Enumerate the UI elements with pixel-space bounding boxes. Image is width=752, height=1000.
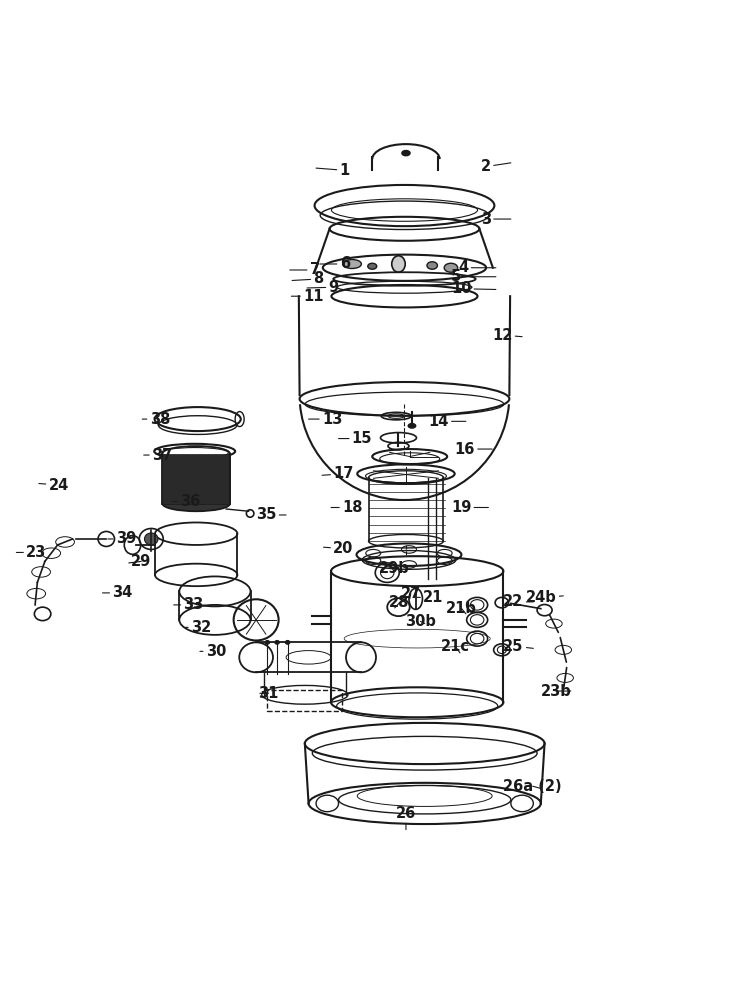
Text: 15: 15	[338, 431, 372, 446]
Text: 11: 11	[291, 289, 323, 304]
Text: 3: 3	[481, 212, 511, 227]
Text: 38: 38	[142, 412, 170, 427]
Ellipse shape	[144, 533, 158, 545]
Bar	[162, 454, 230, 504]
Text: 7: 7	[290, 262, 320, 277]
Bar	[268, 690, 342, 711]
Ellipse shape	[427, 262, 438, 269]
Ellipse shape	[162, 496, 230, 511]
Text: 21c: 21c	[441, 639, 470, 654]
Text: 27: 27	[401, 586, 421, 601]
Text: 12: 12	[492, 328, 522, 343]
Text: 13: 13	[308, 412, 342, 427]
Text: 33: 33	[174, 597, 204, 612]
Text: 9: 9	[307, 280, 338, 295]
Text: 22: 22	[503, 594, 533, 609]
Text: 16: 16	[455, 442, 492, 457]
Text: 32: 32	[185, 620, 211, 635]
Ellipse shape	[408, 424, 416, 428]
Text: 4: 4	[459, 260, 496, 275]
Text: 18: 18	[331, 500, 362, 515]
Text: 21b: 21b	[446, 601, 478, 616]
Text: 5: 5	[451, 269, 496, 284]
Text: 30b: 30b	[405, 614, 436, 629]
Text: 24b: 24b	[526, 590, 563, 605]
Text: 23b: 23b	[541, 684, 572, 699]
Text: 34: 34	[102, 585, 132, 600]
Text: 8: 8	[292, 271, 323, 286]
Text: 26: 26	[396, 806, 416, 830]
Text: 37: 37	[144, 448, 172, 463]
Text: 36: 36	[172, 494, 200, 509]
Ellipse shape	[285, 640, 290, 644]
Text: 23: 23	[17, 545, 47, 560]
Ellipse shape	[392, 256, 405, 272]
Text: 30: 30	[200, 644, 226, 659]
Ellipse shape	[274, 640, 279, 644]
Text: 6: 6	[320, 256, 350, 271]
Text: 2: 2	[481, 159, 511, 174]
Text: 17: 17	[322, 466, 353, 481]
Text: 28: 28	[390, 595, 410, 610]
Text: 14: 14	[429, 414, 466, 429]
Text: 31: 31	[258, 686, 278, 701]
Ellipse shape	[402, 151, 410, 155]
Text: 10: 10	[451, 281, 496, 296]
Ellipse shape	[368, 263, 377, 269]
Ellipse shape	[444, 263, 458, 272]
Text: 39: 39	[108, 531, 136, 546]
Text: 35: 35	[256, 507, 286, 522]
Text: 24: 24	[39, 478, 69, 493]
Text: 26a (2): 26a (2)	[503, 779, 562, 794]
Ellipse shape	[343, 259, 362, 268]
Text: 20: 20	[323, 541, 353, 556]
Ellipse shape	[265, 640, 270, 644]
Text: 25: 25	[503, 639, 533, 654]
Text: 19: 19	[451, 500, 488, 515]
Text: 29b: 29b	[379, 561, 410, 576]
Text: 29: 29	[129, 554, 151, 569]
Text: 1: 1	[316, 163, 350, 178]
Text: 21: 21	[417, 590, 444, 605]
